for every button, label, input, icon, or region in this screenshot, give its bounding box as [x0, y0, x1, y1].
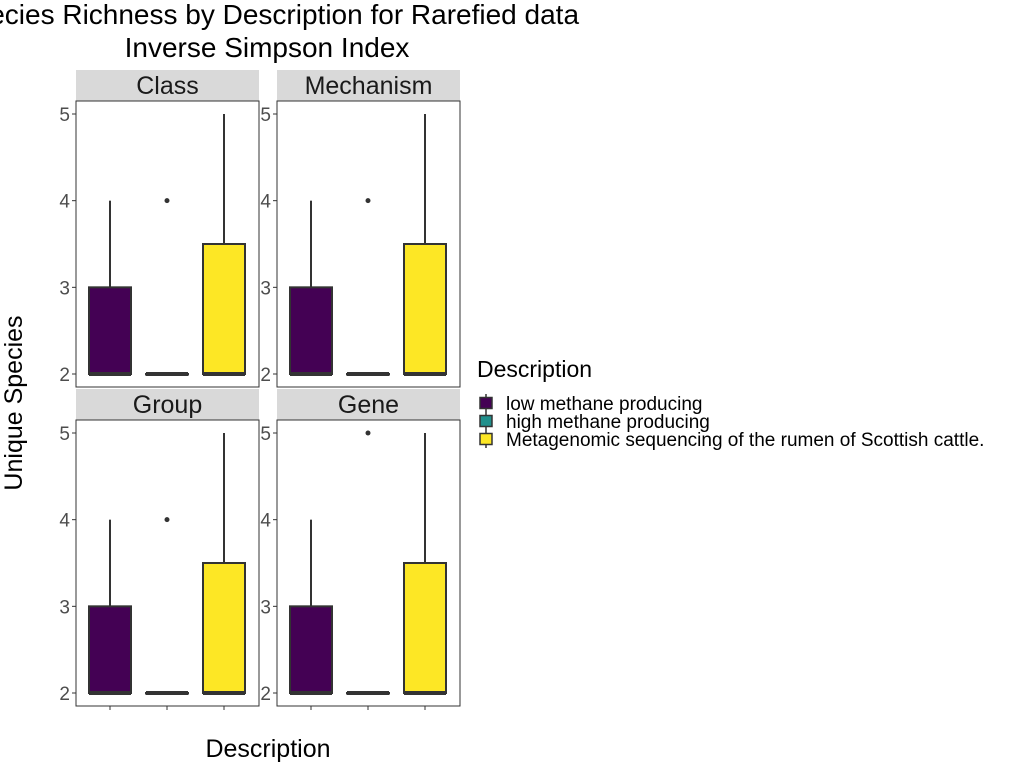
chart-title-line2: Inverse Simpson Index — [125, 32, 410, 63]
box-gene-high-methane — [346, 430, 390, 695]
y-tick-label-gene-3: 3 — [260, 597, 271, 618]
y-tick-label-group-5: 5 — [59, 424, 70, 445]
box-group-low-methane — [88, 519, 132, 695]
box-body — [403, 562, 447, 694]
legend-swatch — [479, 432, 493, 446]
outlier-point-0 — [164, 198, 170, 204]
outlier-point-0 — [164, 517, 170, 523]
legend-label: Metagenomic sequencing of the rumen of S… — [506, 430, 984, 451]
y-tick-label-mechanism-3: 3 — [260, 278, 271, 299]
y-tick-label-mechanism-5: 5 — [260, 105, 271, 126]
box-group-metagenomic-sequencing — [202, 433, 246, 695]
panel-border-class — [75, 100, 260, 388]
box-body — [289, 286, 333, 376]
legend-label: low methane producing — [506, 394, 702, 415]
box-body — [202, 243, 246, 375]
box-gene-metagenomic-sequencing — [403, 433, 447, 695]
facet-panels: Class 2 3 4 5 Mechanism 2 3 4 5 Group 2 3 4 5 Gene 2 3 4 5 — [59, 70, 461, 710]
box-body — [88, 286, 132, 376]
y-tick-label-group-2: 2 — [59, 684, 70, 705]
box-mechanism-low-methane — [289, 200, 333, 376]
x-axis-title: Description — [205, 735, 330, 763]
strip-label-gene: Gene — [338, 391, 399, 419]
legend-entry-metagenomic-sequencing: Metagenomic sequencing of the rumen of S… — [479, 430, 984, 451]
y-tick-label-gene-2: 2 — [260, 684, 271, 705]
legend-swatch — [479, 396, 493, 410]
y-tick-label-class-2: 2 — [59, 365, 70, 386]
box-class-metagenomic-sequencing — [202, 114, 246, 376]
y-axis-title: Unique Species — [0, 315, 28, 490]
box-gene-low-methane — [289, 519, 333, 695]
panel-class: Class 2 3 4 5 — [59, 70, 260, 388]
panel-group: Group 2 3 4 5 — [59, 389, 260, 710]
outlier-point-0 — [365, 430, 371, 436]
y-tick-label-mechanism-2: 2 — [260, 365, 271, 386]
strip-label-mechanism: Mechanism — [305, 72, 433, 100]
panel-gene: Gene 2 3 4 5 — [260, 389, 461, 710]
box-class-high-methane — [145, 198, 189, 376]
y-tick-label-group-4: 4 — [59, 511, 70, 532]
box-mechanism-high-methane — [346, 198, 390, 376]
strip-gene — [277, 389, 460, 420]
strip-group — [76, 389, 259, 420]
y-tick-label-group-3: 3 — [59, 597, 70, 618]
y-tick-label-gene-4: 4 — [260, 511, 271, 532]
panel-border-gene — [276, 419, 461, 707]
legend-entry-high-methane: high methane producing — [479, 412, 710, 433]
y-tick-label-mechanism-4: 4 — [260, 192, 271, 213]
box-body — [403, 243, 447, 375]
chart-title-line1: Species Richness by Description for Rare… — [0, 0, 579, 30]
outlier-point-0 — [365, 198, 371, 204]
panel-border-group — [75, 419, 260, 707]
panel-border-mechanism — [276, 100, 461, 388]
strip-label-group: Group — [133, 391, 202, 419]
panel-mechanism: Mechanism 2 3 4 5 — [260, 70, 461, 388]
box-body — [202, 562, 246, 694]
y-tick-label-class-4: 4 — [59, 192, 70, 213]
box-class-low-methane — [88, 200, 132, 376]
strip-mechanism — [277, 70, 460, 101]
y-tick-label-gene-5: 5 — [260, 424, 271, 445]
legend-entry-low-methane: low methane producing — [479, 394, 702, 415]
legend-swatch — [479, 414, 493, 428]
box-body — [88, 605, 132, 694]
legend-title: Description — [477, 356, 592, 382]
strip-label-class: Class — [136, 72, 199, 100]
box-group-high-methane — [145, 517, 189, 695]
y-tick-label-class-5: 5 — [59, 105, 70, 126]
strip-class — [76, 70, 259, 101]
legend-label: high methane producing — [506, 412, 710, 433]
box-body — [289, 605, 333, 694]
y-tick-label-class-3: 3 — [59, 278, 70, 299]
box-mechanism-metagenomic-sequencing — [403, 114, 447, 376]
